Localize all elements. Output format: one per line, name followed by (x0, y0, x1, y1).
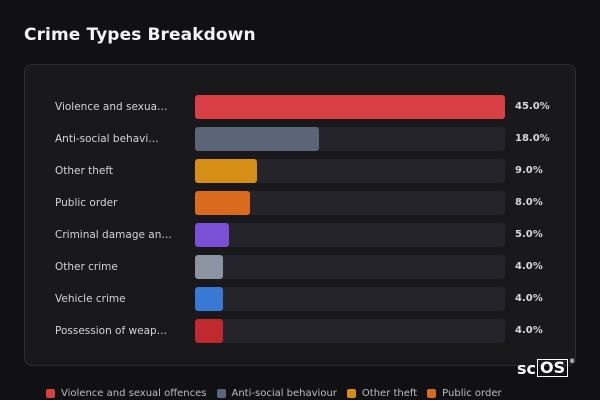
bar-value-label: 8.0% (515, 197, 543, 208)
bar-value-label: 45.0% (515, 101, 550, 112)
bar[interactable] (195, 95, 505, 119)
bar-category-label: Public order (55, 197, 118, 209)
legend-label: Public order (442, 387, 502, 399)
bar-row: Possession of weap… 4.0% (25, 319, 575, 343)
chart-legend: Violence and sexual offences Anti-social … (46, 386, 502, 400)
legend-label: Anti-social behaviour (231, 387, 337, 399)
bar-row: Public order 8.0% (25, 191, 575, 215)
legend-item[interactable]: Anti-social behaviour (216, 387, 337, 399)
bar[interactable] (195, 191, 251, 215)
bar-category-label: Possession of weap… (55, 325, 168, 337)
legend-item[interactable]: Public order (427, 387, 502, 399)
bar-category-label: Criminal damage an… (55, 229, 172, 241)
bar-row: Criminal damage an… 5.0% (25, 223, 575, 247)
bar-value-label: 5.0% (515, 229, 543, 240)
chart-title: Crime Types Breakdown (24, 25, 256, 45)
bar-value-label: 4.0% (515, 293, 543, 304)
bar-track (195, 319, 505, 343)
bar-category-label: Vehicle crime (55, 293, 126, 305)
bar[interactable] (195, 127, 319, 151)
bar-track (195, 287, 505, 311)
legend-item[interactable]: Violence and sexual offences (46, 388, 207, 399)
bar[interactable] (195, 223, 230, 247)
bar-row: Violence and sexua… 45.0% (25, 95, 575, 119)
legend-swatch (427, 388, 437, 398)
bar-value-label: 4.0% (515, 261, 543, 272)
bar-category-label: Other theft (55, 165, 114, 177)
bar-track (195, 223, 505, 247)
bar-row: Other theft 9.0% (25, 159, 575, 183)
bar-category-label: Violence and sexua… (55, 101, 168, 113)
bar[interactable] (195, 287, 223, 311)
legend-label: Other theft (361, 387, 418, 399)
legend-label: Violence and sexual offences (61, 387, 207, 399)
legend-swatch (346, 388, 356, 398)
bar[interactable] (195, 319, 223, 343)
logo-registered-mark: ® (569, 358, 576, 365)
bar[interactable] (195, 255, 223, 279)
legend-item[interactable]: Other theft (346, 387, 418, 399)
logo-text-plain: sc (517, 358, 537, 378)
bar-value-label: 18.0% (515, 133, 550, 144)
bar-track (195, 127, 505, 151)
logo-text-boxed: OS (537, 359, 569, 377)
brand-logo: sc OS ® (517, 358, 575, 378)
legend-swatch (46, 388, 55, 398)
bar-track (195, 191, 505, 215)
bar-row: Vehicle crime 4.0% (25, 287, 575, 311)
bar-category-label: Other crime (55, 261, 118, 273)
legend-swatch (216, 388, 226, 398)
bar-row: Other crime 4.0% (25, 255, 575, 279)
bar-category-label: Anti-social behavi… (55, 133, 159, 145)
bar[interactable] (195, 159, 257, 183)
bar-value-label: 4.0% (515, 325, 543, 336)
bar-row: Anti-social behavi… 18.0% (25, 127, 575, 151)
bar-track (195, 255, 505, 279)
chart-card: Violence and sexua… 45.0% Anti-social beha… (24, 64, 576, 366)
bar-track (195, 159, 505, 183)
bar-track (195, 95, 505, 119)
bar-value-label: 9.0% (515, 165, 543, 176)
